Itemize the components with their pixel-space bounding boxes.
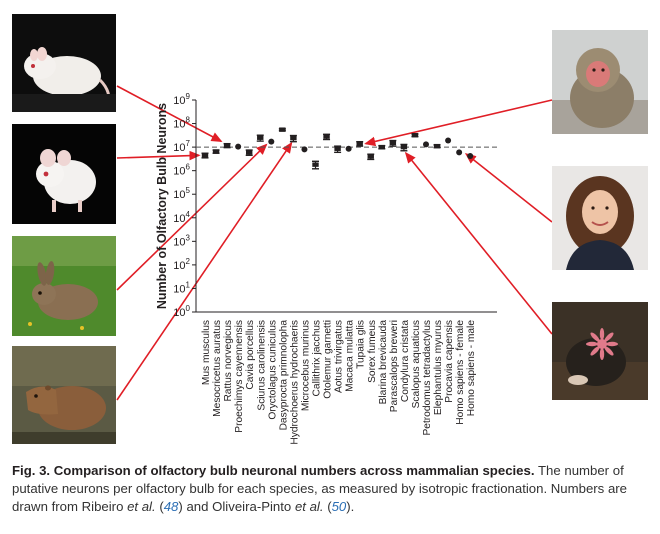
mouse-photo [12, 124, 116, 224]
caption-mid: ) and Oliveira-Pinto [178, 499, 295, 514]
data-point [201, 153, 209, 158]
data-point [367, 154, 374, 159]
category-label: Callithrix jacchus [312, 320, 323, 396]
woman-photo [552, 166, 648, 270]
data-point [246, 150, 253, 155]
y-tick-label: 102 [173, 257, 190, 272]
data-point [290, 135, 297, 141]
data-point [323, 134, 330, 139]
y-tick-label: 103 [173, 233, 190, 248]
ref-48-link[interactable]: 48 [163, 499, 179, 514]
category-label: Parascalops breweri [389, 320, 400, 412]
y-tick-label: 107 [173, 139, 190, 154]
data-point [268, 138, 275, 145]
category-label: Cavia porcellus [245, 320, 256, 390]
category-label: Hydrochoerus hydrochaeris [289, 320, 300, 445]
y-tick-label: 106 [173, 163, 190, 178]
y-tick-label: 109 [173, 92, 190, 107]
data-point [433, 143, 441, 149]
data-point [235, 143, 242, 150]
category-label: Procavia capensis [444, 320, 455, 403]
arrow-rat [116, 85, 223, 142]
data-point [257, 135, 264, 140]
y-tick-label: 105 [173, 186, 190, 201]
data-point [301, 146, 308, 153]
arrow-capybara [116, 141, 293, 401]
category-label: Blarina brevicauda [378, 320, 389, 405]
figure-label: Fig. 3. [12, 463, 51, 478]
data-point [411, 133, 419, 138]
data-point [223, 143, 231, 148]
y-tick-label: 108 [173, 116, 190, 131]
category-label: Elephantulus myurus [433, 320, 444, 415]
category-label: Homo sapiens - male [466, 320, 477, 417]
category-label: Mesocricetus auratus [212, 320, 223, 417]
data-point [400, 144, 408, 150]
data-point [212, 149, 220, 154]
olfactory-chart: 100 101 102 103 104 105 106 107 108 109 Number of … [116, 85, 553, 445]
caption-body: The number of putative neurons per olfac… [12, 463, 628, 514]
y-tick-label: 104 [173, 210, 190, 225]
category-label: Condylura cristata [400, 320, 411, 402]
data-point [423, 141, 429, 148]
figure-caption: Fig. 3. Comparison of olfactory bulb neu… [12, 463, 628, 514]
ref-50-link[interactable]: 50 [331, 499, 347, 514]
category-label: Proechimys cayennensis [234, 320, 245, 433]
data-point [467, 152, 474, 159]
figure-title: Comparison of olfactory bulb neuronal nu… [53, 463, 535, 478]
category-label: Aotus trivirgatus [334, 320, 345, 393]
category-label: Homo sapiens - female [455, 320, 466, 425]
category-label: Rattus norvegicus [223, 320, 234, 402]
data-point [356, 141, 363, 146]
data-point [456, 149, 463, 156]
data-point [445, 137, 452, 144]
macaque-photo [552, 30, 648, 134]
star-nosed-mole-photo [552, 302, 648, 400]
category-label: Petrodomus tetradactylus [422, 320, 433, 436]
category-label: Mus musculus [201, 320, 212, 385]
data-point [279, 127, 286, 132]
y-axis-label: Number of Olfactory Bulb Neurons [155, 103, 169, 309]
category-label: Otolemur garnetti [323, 320, 334, 399]
category-label: Macaca mulatta [345, 320, 356, 392]
category-label: Tupaia glis [356, 320, 367, 369]
category-label: Sciurus carolinensis [256, 320, 267, 411]
category-label: Oryctolagus cuniculus [267, 320, 278, 420]
data-point [334, 146, 341, 151]
rat-photo [12, 14, 116, 112]
y-tick-label: 100 [173, 304, 190, 319]
data-point [312, 162, 319, 167]
data-point [389, 140, 397, 146]
category-label: Sorex fumeus [367, 320, 378, 383]
arrow-woman [464, 152, 553, 223]
category-label: Scalopus aquaticus [411, 320, 422, 408]
arrow-rabbit [116, 143, 268, 291]
category-label: Dasyprocta primnolopha [278, 320, 289, 431]
capybara-photo [12, 346, 116, 444]
arrow-mouse [116, 150, 201, 161]
data-point [378, 144, 385, 150]
data-point [345, 145, 352, 152]
caption-end: ). [346, 499, 355, 514]
arrow-macaque [364, 99, 553, 147]
category-label: Microcebus murinus [300, 320, 311, 411]
arrow-star-nosed-mole [404, 151, 553, 335]
rabbit-photo [12, 236, 116, 336]
y-tick-label: 101 [173, 280, 190, 295]
caption-et-al-1: et al. [127, 499, 156, 514]
caption-et-al-2: et al. [294, 499, 324, 514]
